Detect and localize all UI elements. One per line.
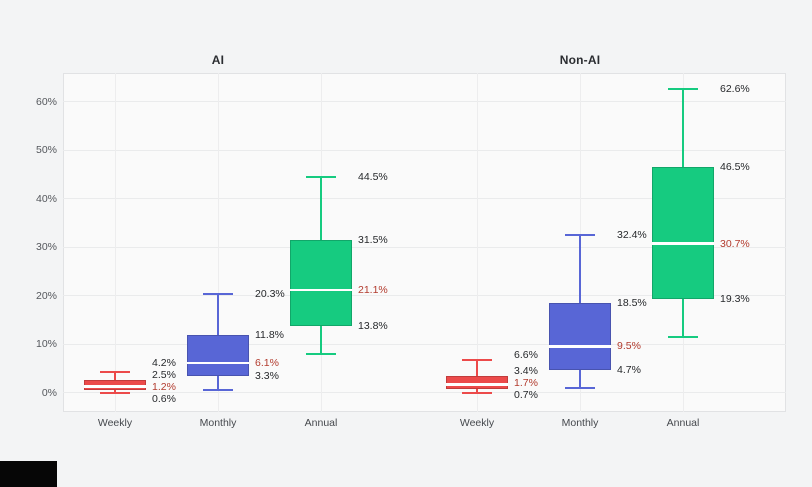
median-non-ai-monthly <box>549 345 611 348</box>
y-tick-40: 40% <box>35 192 57 205</box>
value-label-ai-weekly: 2.5% <box>152 368 176 381</box>
y-tick-20: 20% <box>35 289 57 302</box>
value-label-ai-weekly: 1.2% <box>152 380 176 393</box>
gridline-h-20 <box>63 295 786 296</box>
panel-title-non-ai: Non-AI <box>559 53 601 67</box>
whisker-cap-low-non-ai-weekly <box>462 391 492 394</box>
gridline-h-40 <box>63 198 786 199</box>
value-label-ai-monthly: 20.3% <box>255 288 285 301</box>
x-tick-ai-weekly: Weekly <box>97 417 133 429</box>
value-label-non-ai-monthly: 4.7% <box>617 363 641 376</box>
whisker-cap-high-ai-monthly <box>203 293 233 296</box>
gridline-h-0 <box>63 392 786 393</box>
x-tick-non-ai-weekly: Weekly <box>459 417 495 429</box>
value-label-ai-monthly: 11.8% <box>255 329 284 342</box>
value-label-ai-monthly: 6.1% <box>255 356 279 369</box>
y-tick-30: 30% <box>35 241 57 253</box>
whisker-cap-low-ai-monthly <box>203 389 233 392</box>
black-overlay <box>0 461 57 487</box>
value-label-non-ai-monthly: 9.5% <box>617 340 641 353</box>
y-tick-50: 50% <box>35 144 57 156</box>
x-tick-non-ai-annual: Annual <box>666 417 700 429</box>
x-tick-non-ai-monthly: Monthly <box>561 417 599 429</box>
whisker-cap-high-ai-annual <box>306 175 336 178</box>
x-tick-ai-annual: Annual <box>304 417 338 429</box>
gridline-h-50 <box>63 149 786 151</box>
box-non-ai-annual <box>652 166 714 299</box>
value-label-ai-monthly: 3.3% <box>255 370 279 383</box>
value-label-non-ai-weekly: 3.4% <box>514 364 538 377</box>
value-label-non-ai-monthly: 18.5% <box>617 296 647 309</box>
gridline-v-ai-weekly <box>114 73 116 412</box>
box-ai-weekly <box>84 380 146 390</box>
whisker-cap-high-non-ai-weekly <box>462 359 492 362</box>
box-non-ai-weekly <box>446 376 508 390</box>
whisker-cap-low-non-ai-monthly <box>565 386 595 389</box>
value-label-ai-weekly: 4.2% <box>152 356 176 369</box>
gridline-v-non-ai-weekly <box>476 73 478 412</box>
median-non-ai-weekly <box>446 383 508 386</box>
gridline-v-ai-monthly <box>217 73 219 412</box>
y-tick-10: 10% <box>35 338 57 350</box>
value-label-non-ai-weekly: 1.7% <box>514 376 538 389</box>
median-ai-weekly <box>84 385 146 388</box>
median-ai-annual <box>290 288 352 292</box>
median-non-ai-annual <box>652 242 714 245</box>
y-tick-60: 60% <box>35 95 57 108</box>
value-label-non-ai-annual: 19.3% <box>720 292 750 305</box>
value-label-non-ai-monthly: 32.4% <box>617 229 647 242</box>
y-tick-0: 0% <box>41 386 57 399</box>
value-label-non-ai-annual: 46.5% <box>720 160 750 173</box>
panel-title-ai: AI <box>211 53 225 67</box>
box-non-ai-monthly <box>549 302 611 370</box>
value-label-non-ai-weekly: 0.7% <box>514 388 538 401</box>
x-tick-ai-monthly: Monthly <box>199 417 237 429</box>
whisker-cap-high-non-ai-annual <box>668 87 698 90</box>
value-label-ai-annual: 44.5% <box>358 170 388 183</box>
whisker-cap-low-ai-weekly <box>100 391 130 394</box>
median-ai-monthly <box>187 361 249 365</box>
value-label-ai-annual: 31.5% <box>358 233 388 246</box>
value-label-non-ai-annual: 62.6% <box>720 82 750 95</box>
gridline-h-10 <box>63 343 786 345</box>
value-label-ai-weekly: 0.6% <box>152 392 176 405</box>
box-ai-annual <box>290 239 352 326</box>
value-label-non-ai-weekly: 6.6% <box>514 349 538 362</box>
whisker-cap-low-ai-annual <box>306 352 336 355</box>
whisker-cap-low-non-ai-annual <box>668 335 698 338</box>
whisker-cap-high-ai-weekly <box>100 371 130 374</box>
box-ai-monthly <box>187 335 249 377</box>
value-label-non-ai-annual: 30.7% <box>720 237 750 250</box>
whisker-cap-high-non-ai-monthly <box>565 234 595 237</box>
gridline-h-30 <box>63 246 786 248</box>
value-label-ai-annual: 13.8% <box>358 319 388 332</box>
value-label-ai-annual: 21.1% <box>358 284 388 297</box>
gridline-h-60 <box>63 101 786 102</box>
